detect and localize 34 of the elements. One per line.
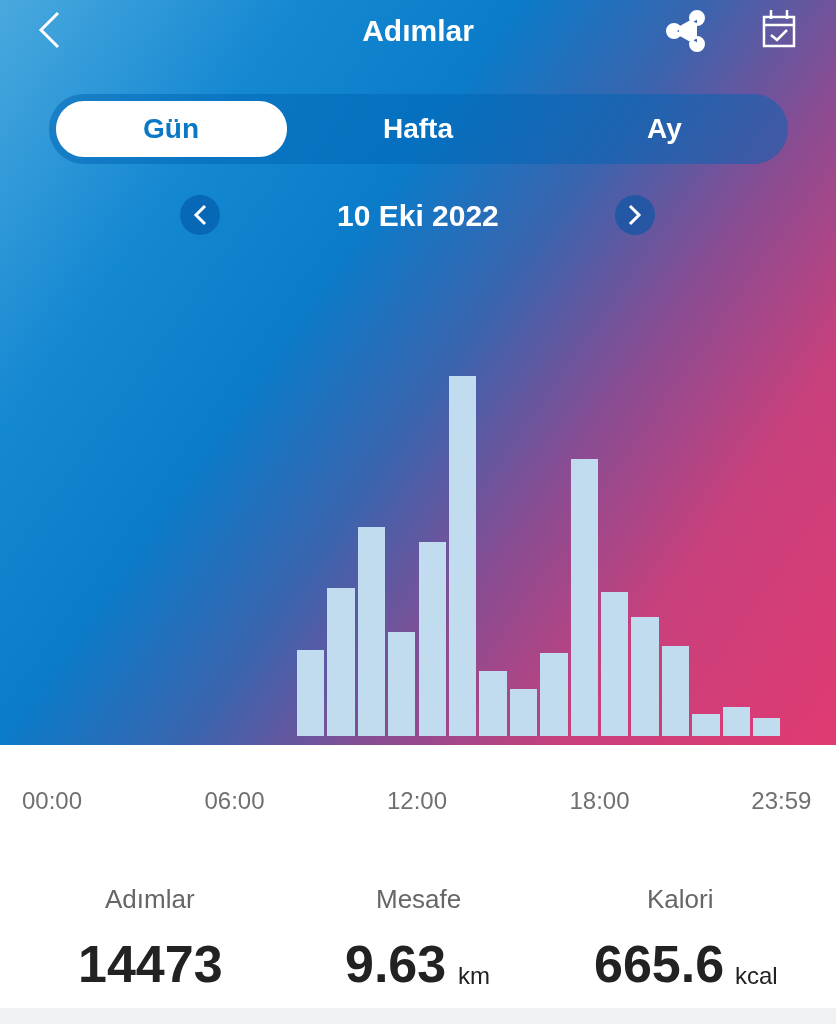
bar [358,527,385,736]
text: Adımlar [105,884,195,914]
bar [327,588,355,736]
text: Gün [143,113,199,144]
bar [631,617,659,736]
text: 665.6 [594,935,725,993]
text: Mesafe [376,884,462,914]
bar [419,542,446,736]
bar [388,632,415,736]
bar [540,653,568,736]
text: Hafta [383,113,454,144]
bar [601,592,628,736]
bar [449,376,476,736]
x-tick-label: 23:59 [751,787,812,814]
text: km [458,962,490,989]
bar [753,718,780,736]
text: Kalori [647,884,714,914]
bar [510,689,537,736]
text: Ay [647,113,683,144]
bar [692,714,720,736]
x-tick-label: 12:00 [386,787,448,814]
x-tick-label: 06:00 [204,787,265,814]
text: 14473 [78,935,223,993]
bar [297,650,324,736]
x-tick-label: 00:00 [21,787,83,814]
bar [662,646,689,736]
bar [479,671,507,736]
chart-subtitle: 10 Eki 2022 [337,199,499,232]
text: kcal [735,962,778,989]
x-tick-label: 18:00 [569,787,630,814]
chart-title: Adımlar [362,13,475,47]
bar [571,459,598,736]
text: 9.63 [345,935,447,993]
bar [723,707,750,736]
